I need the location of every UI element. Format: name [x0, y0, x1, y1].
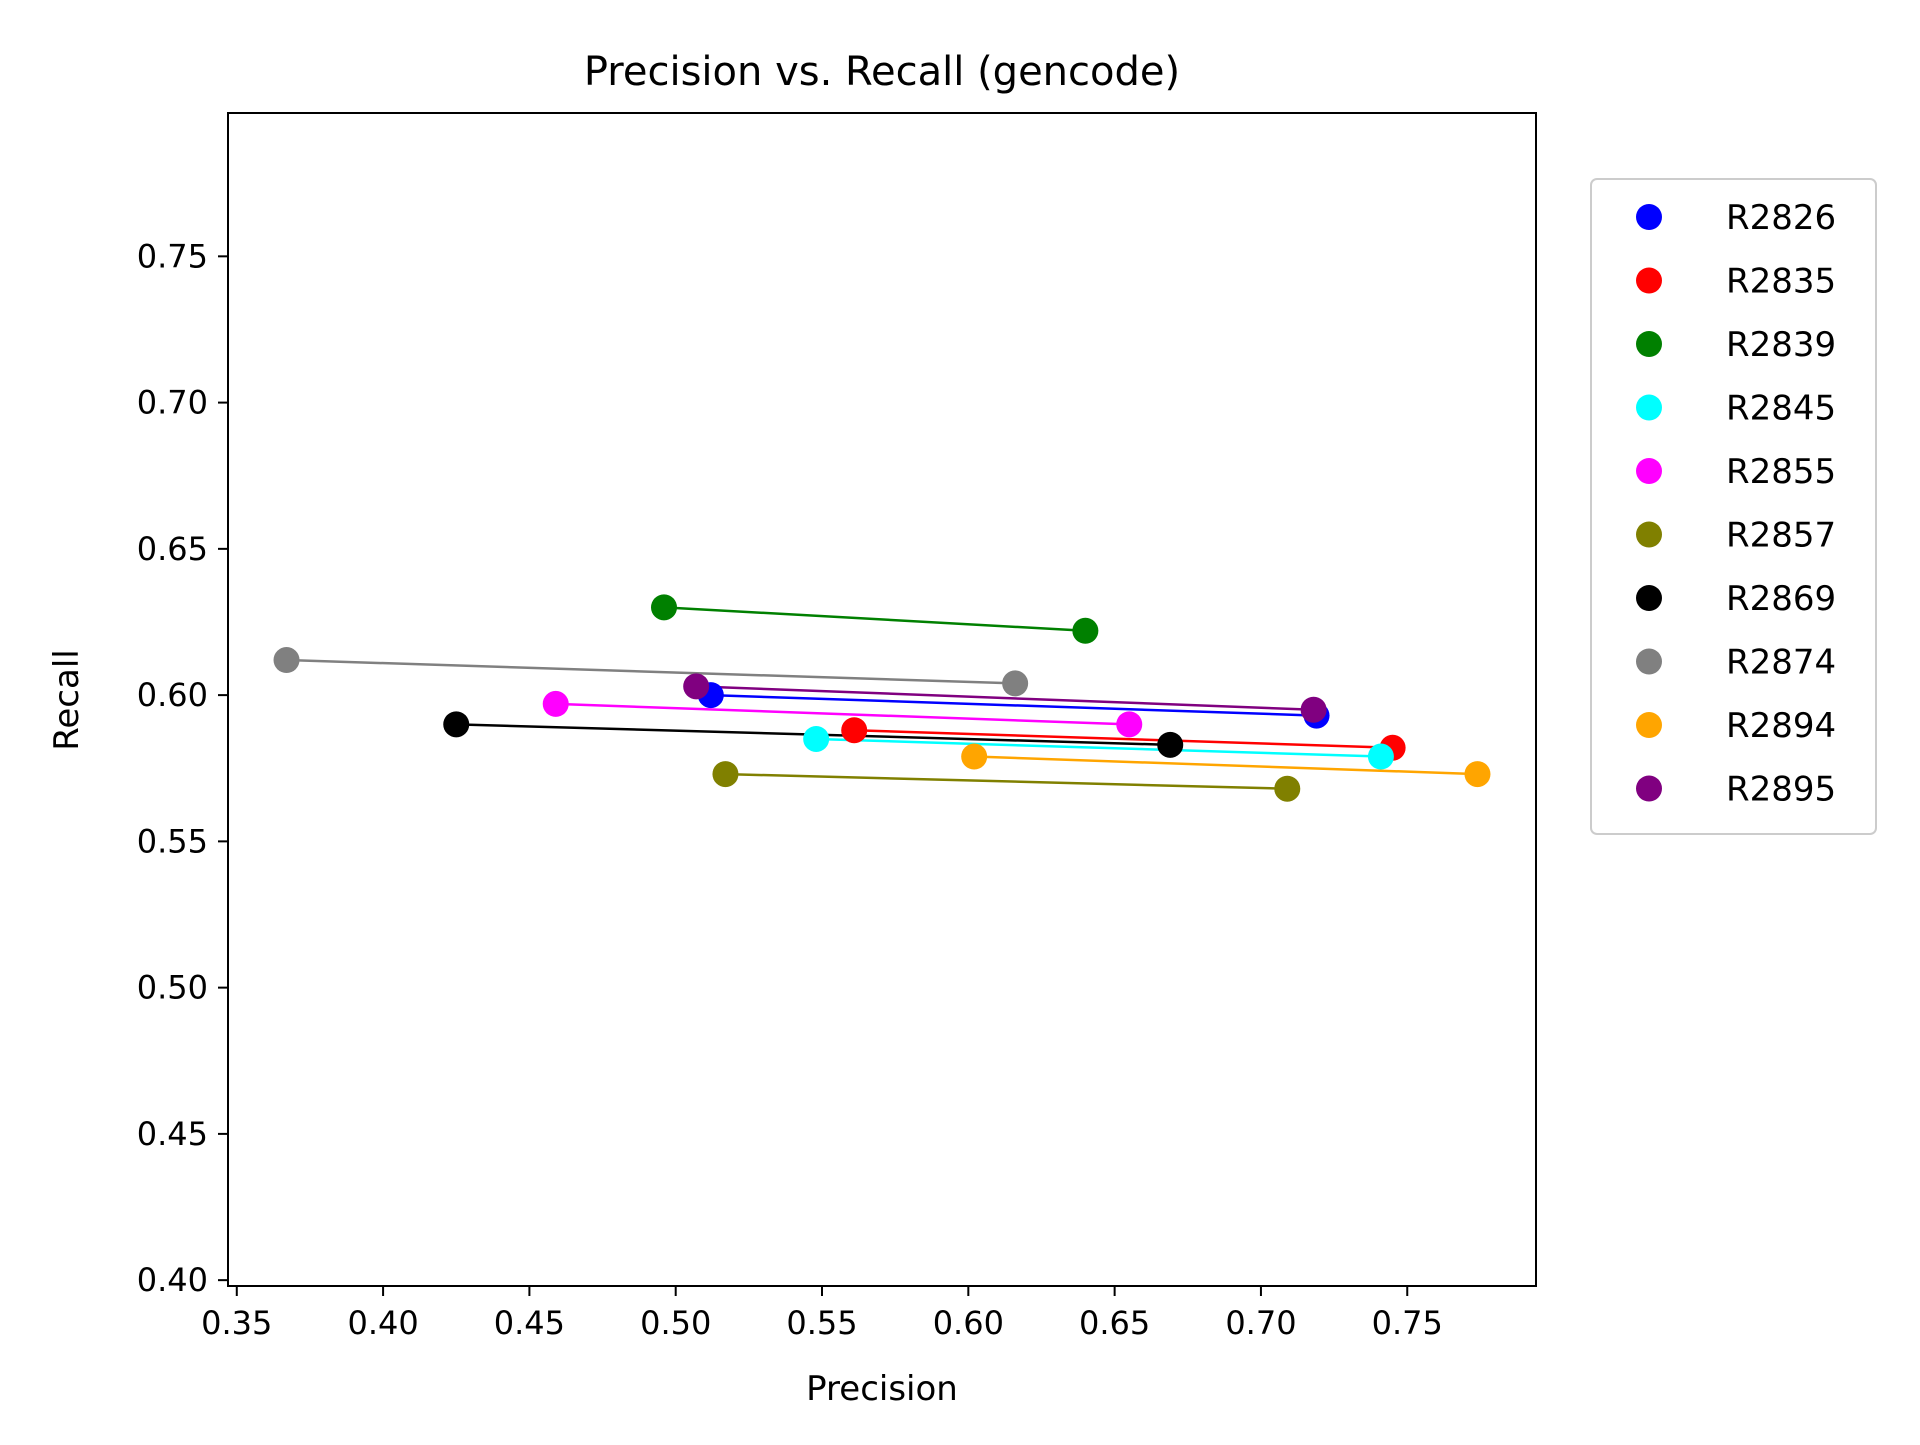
x-tick-label: 0.55 — [786, 1304, 857, 1342]
arrow-r2855 — [555, 702, 1130, 724]
point-r2839-end — [1072, 617, 1099, 644]
x-tick-label: 0.75 — [1372, 1304, 1443, 1342]
x-tick-label: 0.50 — [640, 1304, 711, 1342]
legend-marker-r2839 — [1636, 331, 1662, 357]
legend-marker-r2855 — [1636, 458, 1662, 484]
x-axis-title: Precision — [806, 1369, 958, 1409]
y-tick-label: 0.70 — [137, 384, 208, 422]
legend-label-r2845: R2845 — [1726, 389, 1836, 429]
legend-marker-r2845 — [1636, 394, 1662, 421]
arrow-r2857 — [725, 772, 1287, 789]
y-tick-label: 0.40 — [137, 1261, 208, 1299]
legend: R2826 R2835 R2839 R2845 R2855 R2857 R2869 R2874… — [1590, 178, 1877, 835]
y-tick-label: 0.65 — [137, 530, 208, 568]
chart-title: Precision vs. Recall (gencode) — [584, 49, 1180, 95]
point-r2857-end — [1274, 775, 1301, 802]
legend-marker-r2869 — [1636, 585, 1662, 611]
point-r2894-end — [1464, 761, 1491, 788]
x-tick-label: 0.60 — [933, 1304, 1004, 1342]
point-r2869-end — [1157, 731, 1184, 758]
point-r2895-start — [683, 673, 710, 700]
legend-label-r2835: R2835 — [1726, 262, 1836, 302]
arrow-r2895 — [696, 685, 1313, 709]
legend-label-r2894: R2894 — [1726, 706, 1836, 746]
arrow-r2826 — [710, 693, 1317, 715]
arrow-r2845 — [816, 737, 1381, 757]
point-r2845-end — [1367, 743, 1394, 770]
points-layer — [273, 594, 1491, 802]
y-tick-label: 0.50 — [137, 969, 208, 1007]
x-tick-label: 0.35 — [201, 1304, 272, 1342]
legend-label-r2839: R2839 — [1726, 325, 1836, 365]
point-r2869-start — [443, 711, 470, 738]
plot-area: 0.35 0.40 0.45 0.50 0.55 0.60 0.65 0.70 0.75 0.40… — [137, 112, 1537, 1342]
y-tick-label: 0.60 — [137, 676, 208, 714]
legend-marker-r2874 — [1636, 648, 1662, 675]
x-tick-label: 0.40 — [347, 1304, 418, 1342]
arrow-r2835 — [854, 728, 1392, 748]
point-r2855-start — [542, 690, 569, 717]
point-r2894-start — [961, 743, 988, 770]
legend-label-r2826: R2826 — [1726, 198, 1836, 238]
y-tick-label: 0.75 — [137, 237, 208, 275]
legend-marker-r2857 — [1636, 521, 1662, 548]
x-tick-label: 0.65 — [1079, 1304, 1150, 1342]
arrow-r2894 — [974, 755, 1477, 775]
arrow-r2874 — [286, 658, 1016, 683]
point-r2839-start — [651, 594, 677, 621]
legend-marker-r2894 — [1636, 712, 1662, 738]
legend-label-r2895: R2895 — [1726, 770, 1836, 810]
point-r2835-start — [841, 717, 868, 744]
legend-label-r2874: R2874 — [1726, 643, 1836, 683]
legend-marker-r2895 — [1636, 775, 1662, 802]
plot-frame — [227, 112, 1537, 1287]
y-tick-label: 0.55 — [137, 822, 208, 860]
y-axis-title: Recall — [47, 649, 87, 750]
y-tick-label: 0.45 — [137, 1115, 208, 1153]
legend-box — [1590, 178, 1877, 835]
legend-marker-r2835 — [1636, 267, 1662, 294]
point-r2874-end — [1002, 670, 1029, 697]
point-r2874-start — [273, 647, 300, 674]
point-r2855-end — [1116, 711, 1143, 738]
point-r2857-start — [712, 761, 739, 788]
x-tick-label: 0.45 — [494, 1304, 565, 1342]
point-r2845-start — [803, 725, 830, 752]
x-tick-label: 0.70 — [1225, 1304, 1296, 1342]
legend-marker-r2826 — [1636, 204, 1662, 230]
legend-label-r2857: R2857 — [1726, 516, 1836, 556]
legend-label-r2855: R2855 — [1726, 452, 1836, 492]
point-r2895-end — [1300, 696, 1327, 723]
arrow-r2839 — [663, 606, 1085, 630]
legend-label-r2869: R2869 — [1726, 579, 1836, 619]
